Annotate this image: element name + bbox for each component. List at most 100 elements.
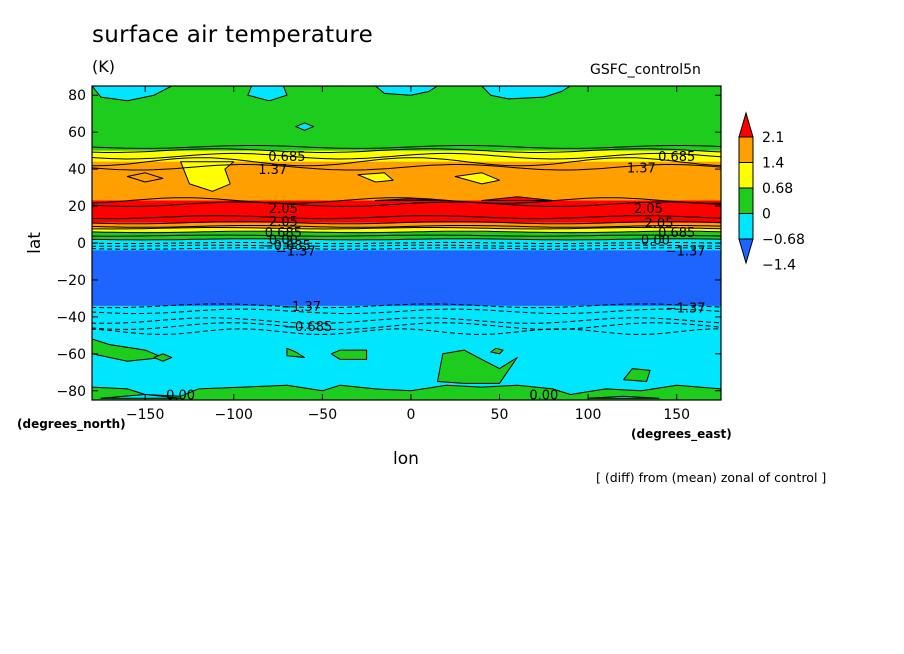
- colorbar-box: [738, 136, 754, 163]
- x-tick-label: 0: [406, 407, 415, 423]
- contour-line-1: [92, 148, 721, 153]
- contour-label: 1.37: [258, 163, 287, 178]
- chart-title: surface air temperature: [92, 22, 374, 48]
- band-6: [92, 231, 721, 240]
- contour-patch-4: [295, 122, 314, 131]
- contour-label: 0.00: [166, 389, 195, 404]
- contour-line-9: [92, 225, 721, 228]
- band-1: [92, 150, 721, 163]
- contour-patch-9: [375, 198, 447, 201]
- y-axis-label: lat: [25, 232, 45, 254]
- contour-patch-10: [481, 196, 554, 201]
- colorbar-box: [738, 187, 754, 214]
- contour-patch-19: [100, 394, 182, 399]
- colorbar-label: 2.1: [762, 130, 784, 146]
- contour-patch-0: [92, 86, 173, 102]
- x-axis-label: lon: [393, 449, 419, 469]
- contour-label: 2.05: [269, 215, 298, 230]
- contour-line-11: [92, 230, 721, 234]
- contour-patch-2: [375, 86, 438, 96]
- contour-patch-1: [247, 86, 288, 102]
- y-tick-label: 20: [68, 199, 86, 215]
- colorbar-under-arrow: [738, 238, 754, 265]
- contour-line-20: [92, 322, 721, 330]
- contour-label: 0.685: [268, 150, 305, 165]
- x-tick-label: 100: [575, 407, 602, 423]
- y-tick-label: −20: [56, 273, 86, 289]
- contour-line-12: [92, 234, 721, 237]
- band-4: [92, 222, 721, 229]
- contour-line-4: [92, 164, 721, 171]
- contour-label: −1.37: [666, 244, 706, 259]
- contour-label: 2.05: [634, 202, 663, 217]
- band-8: [92, 250, 721, 307]
- footer-note: [ (diff) from (mean) zonal of control ]: [596, 470, 827, 485]
- x-tick-label: −100: [215, 407, 253, 423]
- contour-line-19: [92, 317, 721, 324]
- contour-line-10: [92, 227, 721, 230]
- contour-label: 0.00: [529, 389, 558, 404]
- contour-patch-20: [587, 395, 660, 399]
- contour-label: 0.00: [269, 233, 298, 248]
- contour-patch-8: [126, 172, 164, 183]
- contour-label: 1.37: [627, 161, 656, 176]
- contour-line-18: [92, 308, 721, 315]
- contour-patch-15: [490, 347, 504, 355]
- contour-label: −0.685: [263, 239, 311, 254]
- contour-patch-3: [481, 86, 571, 100]
- colorbar-label: −0.68: [762, 232, 805, 248]
- colorbar-label: 0.68: [762, 181, 793, 197]
- contour-line-13: [92, 238, 721, 241]
- contour-line-2: [92, 152, 721, 160]
- contour-patch-18: [92, 384, 721, 400]
- band-5: [92, 228, 721, 233]
- contour-patch-6: [357, 172, 394, 183]
- x-tick-label: 50: [491, 407, 509, 423]
- band-9: [92, 305, 721, 400]
- y-axis-unit: (degrees_north): [17, 417, 126, 432]
- y-tick-label: −80: [56, 384, 86, 400]
- contour-label: 0.685: [658, 150, 695, 165]
- contour-line-17: [92, 303, 721, 309]
- contour-patch-17: [153, 353, 173, 362]
- colorbar-label: 0: [762, 207, 771, 223]
- contour-line-5: [92, 197, 721, 204]
- contour-label: −0.685: [284, 320, 332, 335]
- y-tick-label: −40: [56, 310, 86, 326]
- contour-patch-14: [437, 349, 518, 384]
- y-tick-label: 40: [68, 162, 86, 178]
- x-tick-label: −150: [126, 407, 164, 423]
- contour-line-14: [92, 241, 721, 245]
- x-axis-unit: (degrees_east): [631, 427, 732, 442]
- contour-label: −1.37: [276, 244, 316, 259]
- contour-patch-12: [286, 347, 306, 358]
- contour-line-7: [92, 215, 721, 220]
- y-tick-label: 80: [68, 88, 86, 104]
- contour-line-8: [92, 221, 721, 225]
- colorbar-box: [738, 213, 754, 240]
- contour-patch-16: [623, 368, 651, 382]
- contour-line-15: [92, 244, 721, 247]
- y-tick-label: 60: [68, 125, 86, 141]
- contour-line-3: [92, 157, 721, 167]
- y-tick-label: 0: [77, 236, 86, 252]
- contour-label: 0.685: [265, 226, 302, 241]
- colorbar-label: −1.4: [762, 258, 796, 274]
- contour-label: −1.37: [666, 302, 706, 317]
- x-tick-label: 150: [663, 407, 690, 423]
- contour-patch-13: [330, 349, 368, 360]
- y-tick-label: −60: [56, 347, 86, 363]
- contour-patch-7: [454, 172, 500, 185]
- contour-patch-5: [180, 161, 235, 192]
- contour-line-21: [92, 328, 721, 335]
- contour-line-16: [92, 247, 721, 250]
- experiment-name: GSFC_control5n: [590, 62, 701, 78]
- units-label: (K): [92, 57, 115, 76]
- contour-label: −1.37: [281, 300, 321, 315]
- colorbar-box: [738, 162, 754, 189]
- contour-line-6: [92, 201, 721, 207]
- colorbar-label: 1.4: [762, 156, 784, 172]
- contour-line-0: [92, 145, 721, 149]
